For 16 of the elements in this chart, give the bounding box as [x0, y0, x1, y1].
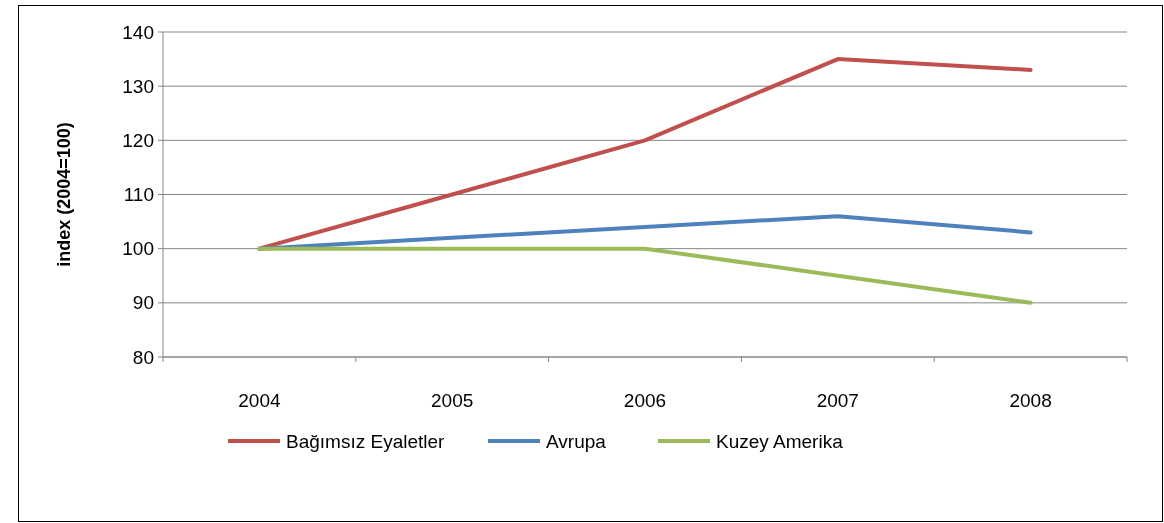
- x-tick-label: 2006: [623, 390, 667, 411]
- y-tick-label: 120: [122, 129, 154, 151]
- y-axis-title: index (2004=100): [54, 122, 74, 267]
- x-tick-label: 2007: [816, 390, 859, 411]
- legend-label: Bağımsız Eyaletler: [286, 430, 446, 452]
- x-tick-label: 2005: [431, 390, 474, 411]
- x-tick-label: 2008: [1009, 390, 1052, 411]
- y-tick-label: 140: [122, 21, 154, 43]
- y-tick-label: 110: [123, 184, 154, 206]
- y-tick-label: 90: [132, 292, 154, 314]
- y-tick-label: 100: [122, 238, 154, 260]
- legend-label: Avrupa: [546, 430, 607, 452]
- x-tick-label: 2004: [238, 390, 281, 411]
- legend-label: Kuzey Amerika: [716, 430, 844, 452]
- y-tick-label: 130: [122, 75, 154, 97]
- y-tick-label: 80: [132, 346, 154, 368]
